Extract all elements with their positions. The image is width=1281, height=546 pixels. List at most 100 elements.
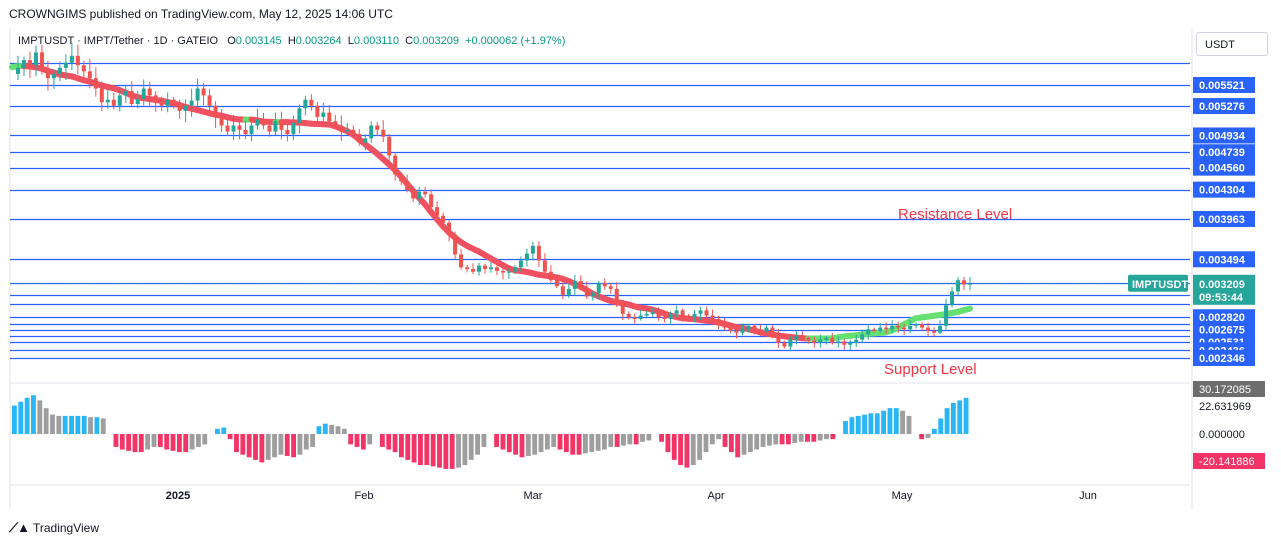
candle-body [854, 339, 859, 344]
candle-body [698, 310, 703, 314]
oscillator-bar [202, 434, 208, 445]
candle-body [87, 71, 92, 79]
candle-body [704, 310, 709, 316]
price-label: 0.003963 [1199, 214, 1245, 226]
oscillator-bar [424, 434, 430, 466]
oscillator-bar [824, 434, 829, 440]
candle-body [321, 112, 326, 117]
candle-body [860, 334, 865, 340]
oscillator-bar [259, 434, 265, 463]
candle-body [267, 125, 272, 132]
oscillator-bar [868, 413, 874, 434]
candle-body [890, 325, 895, 330]
candle-body [177, 104, 182, 111]
price-label: 0.002675 [1199, 325, 1245, 337]
oscillator-bar [709, 434, 715, 445]
price-label: 0.004739 [1199, 147, 1245, 159]
oscillator-bar [811, 434, 817, 442]
legend-symbol: IMPTUSDT · IMPT/Tether · 1D · GATEIO [18, 35, 219, 47]
oscillator-bar [75, 415, 81, 434]
oscillator-bar [195, 434, 201, 447]
oscillator-bar [43, 408, 49, 434]
oscillator-bar [805, 434, 810, 442]
candle-body [15, 67, 20, 74]
oscillator-bar [411, 434, 417, 463]
oscillator-bar [170, 434, 176, 451]
oscillator-bar [855, 415, 861, 434]
candle-body [147, 88, 152, 96]
oscillator-bar [665, 434, 671, 453]
candle-body [195, 88, 200, 101]
candle-body [548, 271, 553, 281]
currency-selector[interactable]: USDT [1196, 32, 1268, 56]
candle-body [399, 174, 404, 182]
price-label-bg [1193, 127, 1255, 144]
oscillator-bar [183, 434, 189, 453]
candle-body [261, 119, 266, 126]
oscillator-bar [900, 410, 906, 434]
candle-body [812, 340, 817, 344]
candle-body [896, 325, 901, 328]
oscillator-bar [766, 434, 772, 446]
candle-body [560, 286, 565, 295]
price-label: 0.005276 [1199, 101, 1245, 113]
candle-body [21, 60, 26, 68]
oscillator-bar [716, 434, 722, 440]
candle-body [243, 129, 248, 135]
candle-body [608, 286, 613, 289]
oscillator-bar [303, 434, 309, 450]
candle-body [968, 283, 972, 285]
tradingview-brand: TradingView [32, 521, 100, 535]
oscillator-bar [627, 434, 633, 445]
candle-body [75, 55, 80, 66]
legend-open: 0.003145 [235, 35, 282, 47]
oscillator-bar [690, 434, 696, 466]
candle-body [908, 325, 913, 330]
price-label: 0.004304 [1199, 185, 1246, 197]
price-label-bg [1193, 144, 1255, 161]
oscillator-bar [418, 434, 423, 466]
candle-body [441, 215, 446, 223]
candle-body [429, 194, 434, 208]
oscillator-bar [24, 397, 30, 434]
oscillator-bar [697, 434, 703, 460]
oscillator-bar [31, 395, 36, 434]
oscillator-label: 30.172085 [1199, 384, 1251, 396]
oscillator-bar [741, 434, 747, 455]
oscillator-bar [646, 434, 652, 441]
oscillator-bar [354, 434, 360, 447]
candle-body [884, 327, 889, 330]
time-tick: Apr [707, 490, 724, 502]
oscillator-bar [50, 414, 55, 434]
candle-body [135, 98, 140, 105]
candle-body [530, 245, 535, 254]
price-label: 0.002346 [1199, 353, 1245, 365]
candle-body [99, 88, 104, 103]
oscillator-bar [773, 434, 779, 445]
candle-body [638, 315, 643, 319]
time-tick: 2025 [166, 490, 190, 502]
price-label-bg [1193, 350, 1255, 366]
oscillator-bar [367, 434, 373, 445]
oscillator-bar [678, 434, 684, 466]
oscillator-bar [138, 434, 144, 453]
candle-body [303, 99, 308, 109]
candle-body [45, 69, 50, 79]
oscillator-bar [551, 434, 557, 447]
candle-body [117, 95, 122, 106]
candle-body [500, 270, 505, 273]
price-label: 0.005521 [1199, 80, 1245, 92]
candle-body [680, 310, 685, 316]
oscillator-bar [132, 434, 138, 453]
candle-body [435, 207, 440, 216]
oscillator-bar [659, 434, 664, 442]
oscillator-bar [475, 434, 480, 455]
oscillator-bar [322, 423, 328, 434]
candle-body [536, 245, 541, 261]
candle-body [213, 105, 218, 117]
candle-body [453, 234, 458, 255]
candle-body [57, 67, 62, 74]
legend-high-label: H [287, 35, 296, 47]
candle-body [734, 331, 739, 333]
